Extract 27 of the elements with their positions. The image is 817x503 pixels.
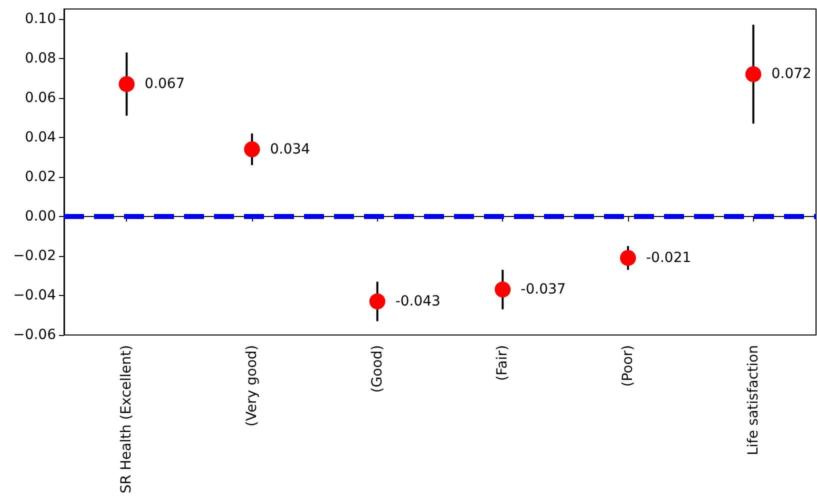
- data-label: 0.072: [771, 66, 812, 82]
- y-tick-label: −0.06: [13, 327, 56, 343]
- y-tick-label: 0.00: [24, 208, 56, 224]
- x-tick-label: SR Health (Excellent): [118, 345, 135, 494]
- data-label: -0.021: [646, 250, 692, 266]
- y-tick-label: 0.02: [24, 168, 56, 185]
- y-tick-label: −0.04: [13, 287, 56, 304]
- data-label: -0.043: [395, 293, 440, 310]
- y-tick-label: 0.10: [24, 10, 56, 27]
- y-tick-label: −0.02: [13, 248, 56, 264]
- x-tick-label: (Fair): [494, 345, 511, 381]
- point: [620, 250, 636, 266]
- y-tick-label: 0.04: [24, 129, 56, 146]
- data-label: 0.067: [144, 76, 185, 92]
- point: [369, 293, 386, 310]
- data-label: 0.034: [270, 141, 310, 158]
- point: [118, 76, 135, 92]
- x-tick-label: Life satisfaction: [745, 345, 762, 456]
- point: [244, 141, 260, 158]
- x-tick-label: (Good): [369, 345, 386, 393]
- y-tick-label: 0.06: [24, 90, 56, 106]
- point: [494, 282, 511, 298]
- x-tick-label: (Very good): [244, 345, 260, 426]
- x-tick-label: (Poor): [620, 345, 636, 387]
- point: [745, 66, 762, 82]
- y-tick-label: 0.08: [24, 50, 56, 66]
- data-label: -0.037: [520, 282, 566, 298]
